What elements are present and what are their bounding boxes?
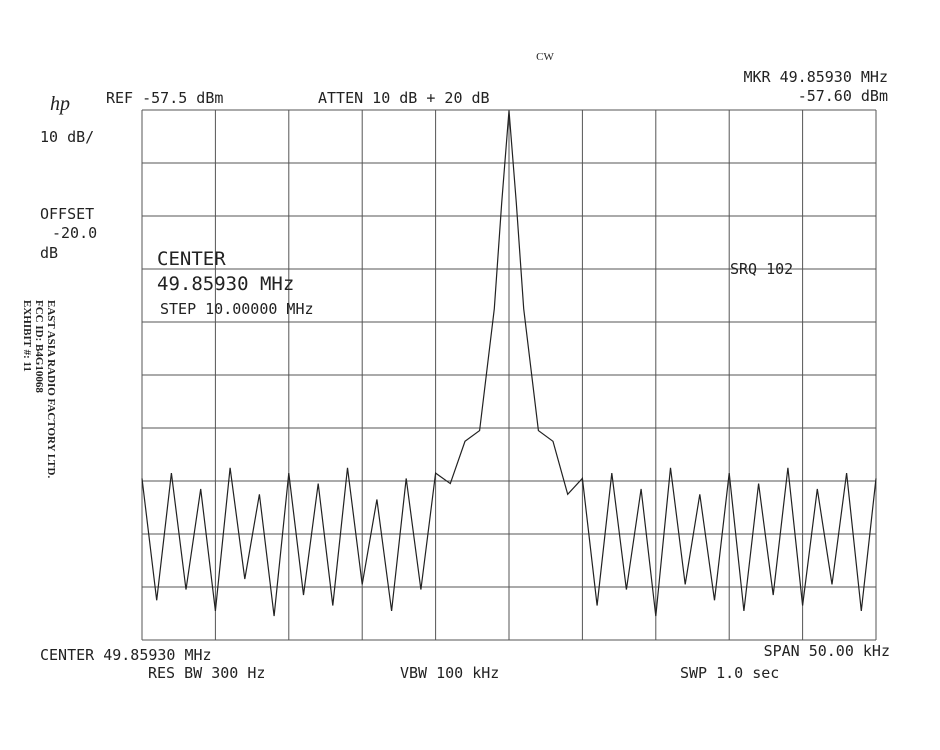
stamp-line: FCC ID: B4G10068 xyxy=(33,300,45,393)
offset-value: -20.0 xyxy=(52,224,97,242)
grid xyxy=(141,109,877,641)
logo: hp xyxy=(50,93,70,115)
trace xyxy=(141,110,877,617)
scale: 10 dB/ xyxy=(40,128,94,146)
center-frequency: CENTER 49.85930 MHz xyxy=(40,646,212,664)
center-label: CENTER xyxy=(157,248,226,270)
stamp-line: EXHIBIT #: 11 xyxy=(21,300,33,372)
marker-level: -57.60 dBm xyxy=(798,87,888,105)
step: STEP 10.00000 MHz xyxy=(160,300,314,318)
attenuation: ATTEN 10 dB + 20 dB xyxy=(318,89,490,107)
marker-frequency: MKR 49.85930 MHz xyxy=(744,68,889,86)
vbw: VBW 100 kHz xyxy=(400,664,499,682)
stamp-line: EAST ASIA RADIO FACTORY LTD. xyxy=(45,300,57,478)
sweep: SWP 1.0 sec xyxy=(680,664,779,682)
offset-label: OFFSET xyxy=(40,205,94,223)
srq: SRQ 102 xyxy=(730,260,793,278)
chart-title: CW xyxy=(536,51,554,63)
ref-level: REF -57.5 dBm xyxy=(106,89,223,107)
res-bw: RES BW 300 Hz xyxy=(148,664,265,682)
span: SPAN 50.00 kHz xyxy=(764,642,890,660)
offset-unit: dB xyxy=(40,244,58,262)
stamp: EAST ASIA RADIO FACTORY LTD. FCC ID: B4G… xyxy=(21,300,57,478)
center-value: 49.85930 MHz xyxy=(157,273,294,295)
